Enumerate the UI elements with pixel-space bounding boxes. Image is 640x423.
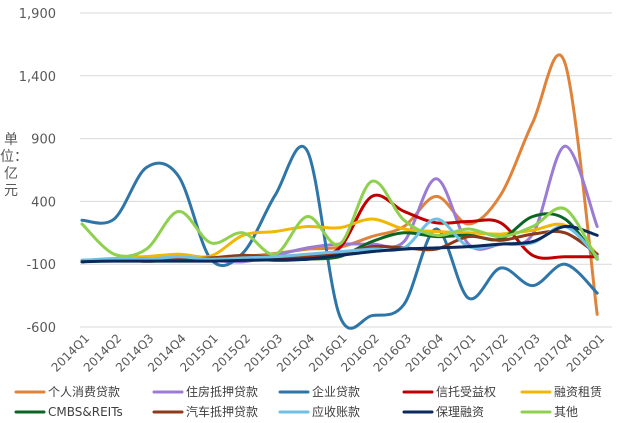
- y-tick-label: 900: [31, 133, 56, 148]
- y-tick-label: 1,400: [19, 70, 56, 85]
- y-tick-label: -600: [26, 321, 56, 336]
- gridlines: [80, 12, 612, 328]
- legend: 个人消费贷款 住房抵押贷款 企业贷款 信托受益权 融资租赁 CMBS&REITs 汽车抵押贷…: [14, 384, 602, 419]
- legend-entry: 其他: [554, 405, 578, 419]
- legend-entry: 应收账款: [312, 404, 360, 419]
- legend-entry: 信托受益权: [436, 385, 496, 399]
- y-tick-label: -100: [26, 258, 56, 273]
- legend-entry: 企业贷款: [312, 384, 360, 399]
- series-line: [80, 179, 599, 261]
- legend-entry: 个人消费贷款: [48, 385, 120, 399]
- series-line: [80, 224, 599, 264]
- series-line: [80, 144, 599, 330]
- x-axis-ticks: 2014Q12014Q22014Q32014Q42015Q12015Q22015…: [49, 331, 608, 375]
- series-line: [80, 53, 599, 316]
- series-lines: [80, 53, 599, 330]
- legend-entry: 融资租赁: [554, 385, 602, 399]
- y-tick-label: 400: [31, 195, 56, 210]
- y-axis-ticks: -600 -100 400 900 1,400 1,900: [19, 7, 56, 336]
- y-axis-label: 单位：亿元: [0, 132, 28, 199]
- legend-entry: 住房抵押贷款: [186, 384, 258, 399]
- legend-entry: CMBS&REITs: [48, 405, 123, 419]
- y-tick-label: 1,900: [19, 7, 56, 22]
- legend-entry: 汽车抵押贷款: [186, 404, 258, 419]
- legend-entry: 保理融资: [436, 405, 484, 419]
